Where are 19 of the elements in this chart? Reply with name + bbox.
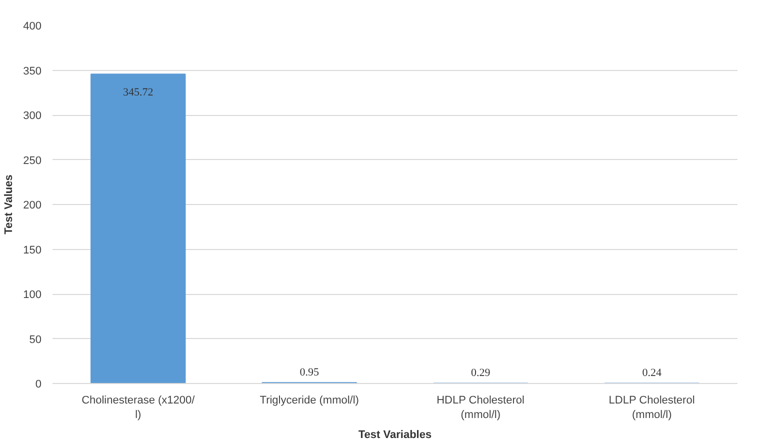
y-tick-label: 350	[23, 65, 42, 78]
y-tick-label: 150	[23, 244, 42, 256]
x-axis-title: Test Variables	[358, 428, 432, 441]
y-tick-label: 250	[23, 154, 42, 167]
y-tick-label: 400	[23, 20, 42, 32]
x-tick-label: Triglyceride (mmol/l)	[260, 394, 359, 406]
x-tick-label: Cholinesterase (x1200/ l)	[82, 394, 196, 421]
x-tick-label: LDLP Cholesterol (mmol/l)	[608, 394, 695, 421]
data-label: 0.29	[471, 367, 491, 380]
y-tick-label: 0	[35, 378, 42, 390]
y-tick-label: 200	[23, 200, 42, 212]
data-label: 345.72	[123, 86, 154, 99]
y-tick-label: 100	[23, 289, 42, 301]
y-tick-label: 300	[23, 110, 42, 122]
x-tick-label: HDLP Cholesterol (mmol/l)	[436, 394, 524, 421]
data-label: 0.24	[642, 367, 662, 380]
y-tick-label: 50	[29, 334, 42, 346]
y-axis-title: Test Values	[3, 174, 16, 234]
data-label: 0.95	[300, 366, 320, 378]
